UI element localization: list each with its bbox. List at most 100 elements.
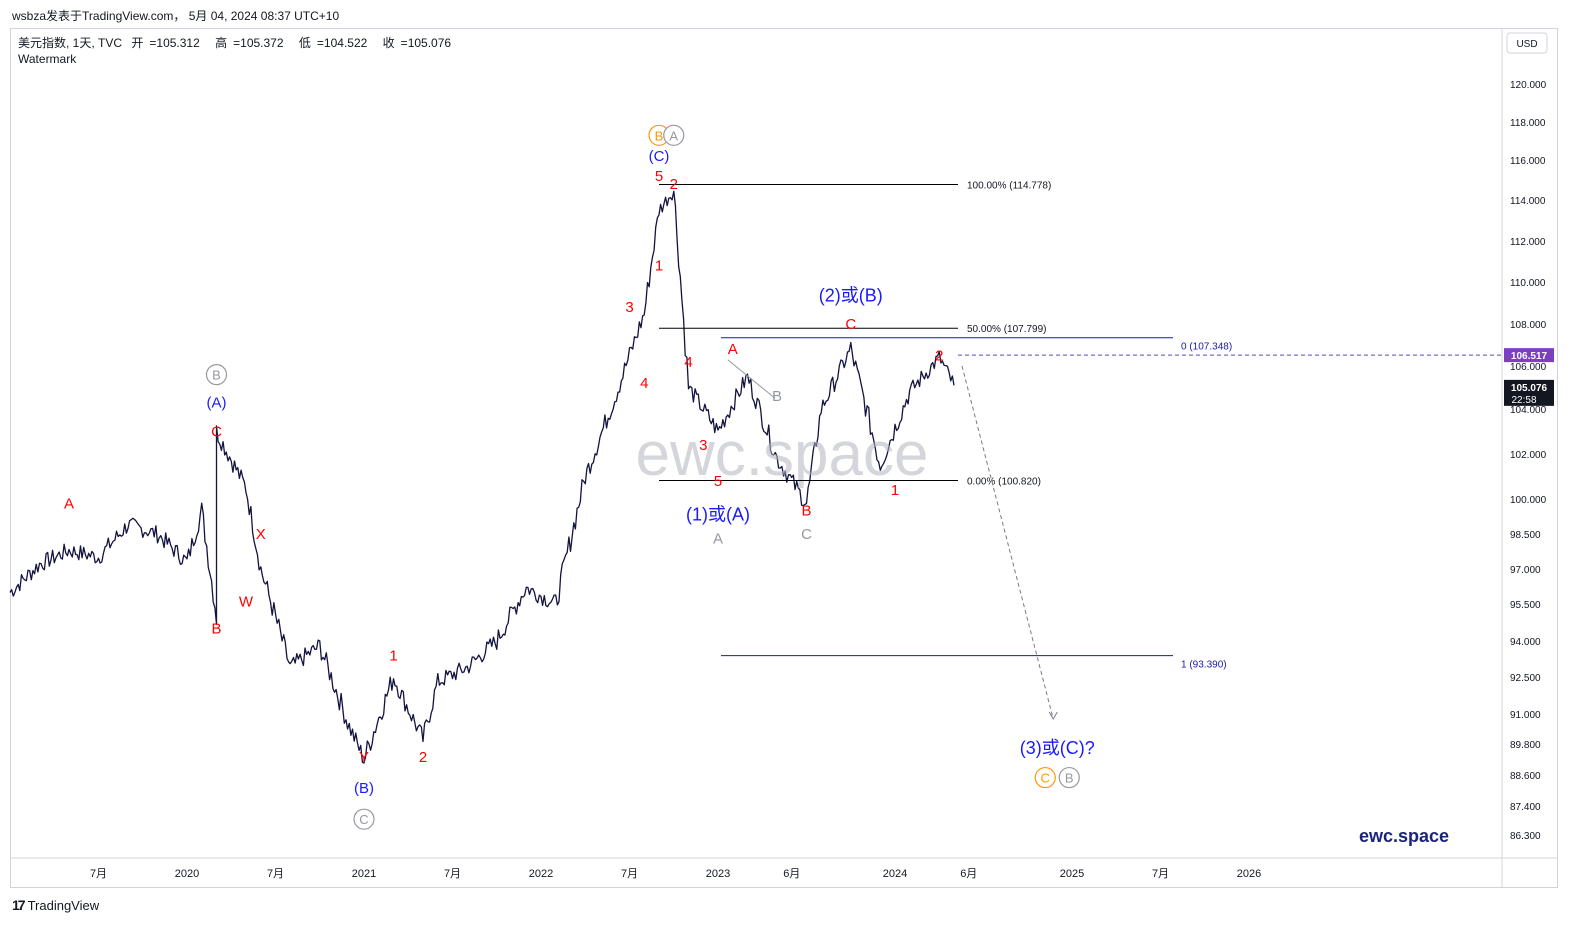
currency-button[interactable]	[1506, 32, 1548, 54]
time-tick-label: 2024	[883, 868, 907, 880]
wave-label: X	[256, 526, 266, 543]
price-tick-label: 87.400	[1510, 802, 1541, 813]
current-price-badge	[1504, 379, 1554, 406]
fib-retracement-label: 100.00% (114.778)	[967, 180, 1051, 191]
wave-label: (3)或(C)?	[1020, 738, 1095, 758]
wave-label: 5	[655, 168, 663, 185]
time-tick-label: 2020	[175, 868, 199, 880]
time-tick-label: 7月	[267, 868, 284, 880]
wave-label: 2	[670, 176, 678, 193]
wave-label: 5	[714, 473, 722, 490]
low-value: 低 =104.522	[298, 36, 368, 50]
price-tick-label: 106.000	[1510, 362, 1547, 373]
price-tick-label: 92.500	[1510, 673, 1541, 684]
wave-label: 1	[655, 258, 663, 275]
wave-label: (C)	[649, 148, 670, 165]
wave-label-circle	[205, 364, 228, 386]
price-tick-label: 108.000	[1510, 320, 1547, 331]
price-tick-label: 116.000	[1510, 156, 1546, 167]
grey-wave-connector	[727, 359, 776, 399]
symbol-name: 美元指数, 1天, TVC	[18, 36, 123, 50]
currency-label: USD	[1516, 39, 1537, 50]
price-tick-label: 97.000	[1510, 565, 1541, 576]
fib-extension-label: 0 (107.348)	[1181, 342, 1232, 353]
price-tick-label: 118.000	[1510, 118, 1546, 129]
wave-label: B	[772, 388, 782, 405]
price-tick-label: 104.000	[1510, 405, 1547, 416]
fib-extension-label: 1 (93.390)	[1181, 660, 1227, 671]
wave-label: B	[655, 128, 664, 143]
watermark-indicator[interactable]: Watermark	[18, 52, 77, 66]
tradingview-wordmark: TradingView	[27, 897, 100, 913]
price-tick-label: 100.000	[1510, 495, 1547, 506]
wave-label: C	[211, 424, 222, 441]
price-tick-label: 88.600	[1510, 771, 1541, 782]
price-tick-label: 98.500	[1510, 530, 1541, 541]
wave-label: A	[669, 128, 678, 143]
wave-label: 2	[935, 348, 943, 365]
time-tick-label: 2021	[352, 868, 376, 880]
price-tick-label: 114.000	[1510, 196, 1546, 207]
price-series-line	[9, 190, 955, 764]
wave-label: (2)或(B)	[819, 286, 883, 306]
price-tick-label: 91.000	[1510, 710, 1541, 721]
wave-label: (B)	[354, 780, 374, 797]
time-tick-label: 7月	[1152, 868, 1169, 880]
wave-label: 3	[699, 437, 707, 454]
wave-label: A	[728, 341, 738, 358]
wave-label-circle	[1058, 766, 1080, 789]
wave-label: C	[845, 316, 856, 333]
price-tick-label: 102.000	[1510, 450, 1547, 461]
high-value: 高 =105.372	[215, 36, 284, 50]
time-tick-label: 2023	[706, 868, 730, 880]
price-tick-label: 120.000	[1510, 80, 1547, 91]
last-price-badge-text: 106.517	[1511, 351, 1548, 362]
wave-label: A	[64, 496, 74, 513]
price-tick-label: 110.000	[1510, 278, 1546, 289]
wave-label: W	[239, 594, 254, 611]
wave-label: 4	[640, 375, 648, 392]
brand-text: ewc.space	[1359, 826, 1449, 846]
wave-label-circle	[1034, 766, 1056, 789]
wave-label: B	[211, 621, 221, 638]
time-tick-label: 7月	[444, 868, 461, 880]
wave-label: C	[801, 526, 812, 543]
tradingview-icon: 17	[12, 897, 26, 913]
symbol-legend: 美元指数, 1天, TVC 开 =105.312 高 =105.372 低 =104.…	[18, 35, 463, 67]
chart-frame	[10, 28, 1558, 888]
time-tick-label: 6月	[783, 868, 800, 880]
last-price-badge	[1504, 348, 1554, 363]
wave-label: 1	[891, 482, 899, 499]
wave-label: C	[359, 812, 368, 827]
watermark-text: ewc.space	[636, 420, 929, 489]
fib-retracement-label: 0.00% (100.820)	[967, 477, 1041, 488]
countdown-text: 22:58	[1511, 395, 1536, 406]
wave-label-circle	[353, 808, 375, 830]
current-price-text: 105.076	[1511, 383, 1548, 394]
price-tick-label: 112.000	[1510, 237, 1546, 248]
wave-label: Y	[359, 749, 369, 766]
time-tick-label: 2025	[1060, 868, 1084, 880]
time-tick-label: 2022	[529, 868, 553, 880]
wave-label: B	[212, 368, 221, 383]
projection-arrow[interactable]	[961, 365, 1054, 720]
time-tick-label: 2026	[1237, 868, 1261, 880]
wave-label: (A)	[207, 395, 227, 412]
wave-label: 1	[389, 647, 397, 664]
tradingview-logo[interactable]: 17 TradingView	[12, 897, 99, 913]
wave-label: 3	[625, 299, 633, 316]
fib-retracement-label: 50.00% (107.799)	[967, 324, 1047, 335]
price-tick-label: 86.300	[1510, 831, 1541, 842]
price-tick-label: 89.800	[1510, 740, 1541, 751]
price-tick-label: 94.000	[1510, 637, 1541, 648]
time-tick-label: 6月	[960, 868, 977, 880]
wave-label: C	[1041, 771, 1050, 786]
wave-label: B	[1065, 771, 1074, 786]
time-tick-label: 7月	[90, 868, 107, 880]
open-value: 开 =105.312	[131, 36, 200, 50]
wave-label: 2	[419, 749, 427, 766]
projection-arrowhead	[1048, 711, 1058, 721]
wave-label: B	[801, 503, 811, 520]
wave-label: 4	[684, 354, 692, 371]
